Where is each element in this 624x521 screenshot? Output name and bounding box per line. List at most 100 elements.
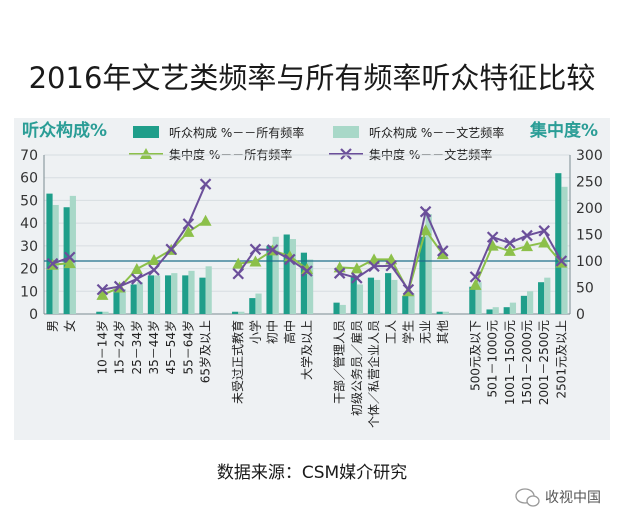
bar-all <box>165 275 172 314</box>
right-tick-label: 0 <box>576 307 585 323</box>
point-triangle <box>419 224 432 236</box>
chart-title: 2016年文艺类频率与所有频率听众特征比较 <box>29 61 596 95</box>
bar-arts <box>307 259 314 314</box>
legend-swatch <box>333 126 359 138</box>
point-triangle <box>148 253 161 265</box>
legend-label: 听众构成 %－－文艺频率 <box>369 125 504 140</box>
x-tick-label: 未受过正式教育 <box>230 320 245 404</box>
point-x <box>182 218 195 230</box>
point-x <box>486 231 499 243</box>
point-x <box>46 257 59 270</box>
right-axis-title: 集中度% <box>529 120 598 141</box>
bar-all <box>147 275 155 314</box>
point-triangle <box>503 244 516 256</box>
point-triangle <box>182 225 195 237</box>
bar-all <box>436 311 443 314</box>
point-x <box>368 260 380 273</box>
bar-all <box>199 277 206 314</box>
left-tick-label: 60 <box>20 171 38 187</box>
bar-all <box>283 234 290 314</box>
x-tick-label: 个体／私营企业人员 <box>366 320 381 428</box>
bar-arts <box>136 282 144 314</box>
point-x <box>165 243 177 256</box>
point-x <box>199 178 212 190</box>
point-x <box>64 251 76 264</box>
point-triangle <box>350 262 363 274</box>
point-triangle <box>249 255 262 267</box>
bar-arts <box>255 293 262 314</box>
x-axis-labels: 男女 10－14岁 15－24岁 25－34岁 35－44岁 45－54岁 55－64岁 65… <box>46 320 569 428</box>
x-tick-label: 15－24岁 <box>112 320 127 375</box>
bar-all <box>367 277 375 314</box>
wechat-icon-bubble <box>526 495 540 507</box>
bar-all <box>503 307 510 314</box>
right-tick-label: 200 <box>576 201 603 217</box>
point-triangle <box>130 262 143 274</box>
bar-arts <box>272 236 279 314</box>
x-tick-label: 初级公务员／雇员 <box>349 320 364 416</box>
point-x <box>266 244 279 256</box>
right-tick-label: 250 <box>576 175 603 191</box>
point-triangle <box>486 239 499 251</box>
left-tick-label: 10 <box>20 284 38 300</box>
left-tick-label: 20 <box>20 262 38 278</box>
x-tick-label: 10－14岁 <box>94 320 109 375</box>
bar-arts <box>544 277 551 314</box>
bar-all <box>419 236 426 314</box>
left-axis-ticks: 0 10 20 30 40 50 60 70 <box>20 148 38 323</box>
legend-label: 听众构成 %－－所有频率 <box>169 125 304 140</box>
point-x <box>351 272 363 284</box>
x-tick-label: 35－44岁 <box>146 320 161 375</box>
x-tick-label: 高中 <box>282 320 297 344</box>
x-tick-label: 55－64岁 <box>180 320 195 375</box>
series-line-arts <box>474 229 563 278</box>
watermark-text: 收视中国 <box>545 490 601 506</box>
bar-arts <box>154 275 161 314</box>
lines <box>44 178 570 300</box>
bar-all <box>300 252 307 314</box>
point-x <box>131 273 143 285</box>
x-tick-label: 男 <box>46 320 60 332</box>
x-tick-label: 2501元及以上 <box>554 320 568 399</box>
point-triangle <box>96 288 109 300</box>
bar-arts <box>238 311 245 314</box>
x-tick-label: 65岁及以上 <box>198 320 213 383</box>
right-tick-label: 100 <box>576 254 603 270</box>
bar-arts <box>442 311 449 314</box>
x-tick-label: 45－54岁 <box>163 320 178 375</box>
point-triangle <box>521 240 534 252</box>
bar-all <box>266 245 273 314</box>
x-tick-label: 工人 <box>384 320 398 344</box>
point-x <box>148 264 160 276</box>
watermark: 收视中国 <box>515 488 601 507</box>
point-x <box>249 243 262 256</box>
bar-all <box>232 311 239 314</box>
x-tick-label: 501－1000元 <box>486 320 500 397</box>
right-tick-label: 150 <box>576 228 603 244</box>
bar-arts <box>102 311 109 314</box>
left-tick-label: 30 <box>20 239 38 255</box>
x-tick-label: 小学 <box>247 320 262 344</box>
point-triangle <box>301 262 313 274</box>
bar-arts <box>527 291 534 314</box>
x-tick-label: 大学及以上 <box>299 320 314 380</box>
bar-all <box>46 193 53 314</box>
legend-item: 听众构成 %－－文艺频率 <box>333 125 504 140</box>
bar-arts <box>289 239 296 314</box>
x-tick-label: 初中 <box>265 320 280 344</box>
x-tick-label: 无业 <box>419 320 433 344</box>
bar-all <box>520 295 528 314</box>
point-x <box>232 267 245 280</box>
x-tick-label: 学生 <box>400 320 415 344</box>
point-x <box>419 205 432 218</box>
x-tick-label: 25－34岁 <box>129 320 144 375</box>
bar-all <box>249 298 256 314</box>
legend-swatch <box>133 126 159 138</box>
bar-all <box>96 311 103 314</box>
point-triangle <box>436 248 449 260</box>
point-triangle <box>232 257 245 269</box>
point-x <box>301 265 313 277</box>
point-x <box>469 271 482 283</box>
bar-all <box>113 291 120 314</box>
